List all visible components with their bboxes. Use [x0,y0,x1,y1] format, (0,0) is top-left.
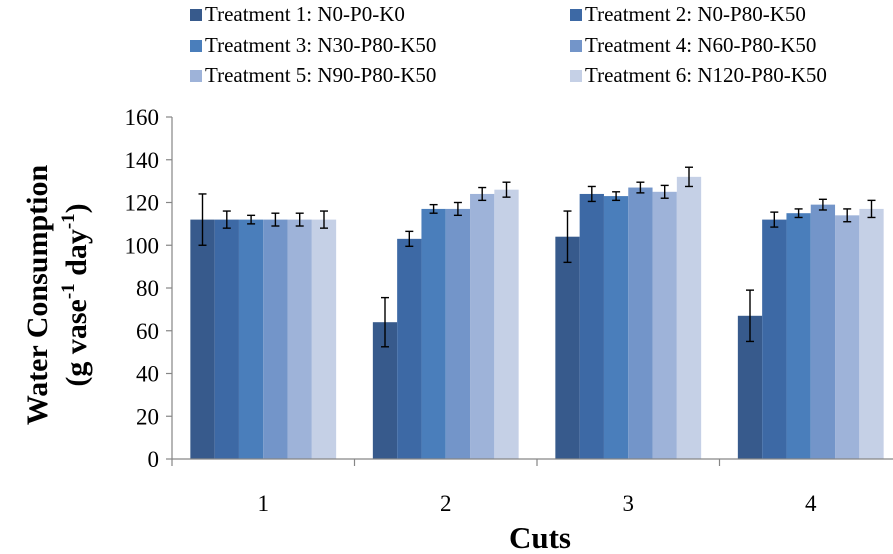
bar-series4-cut2 [445,208,471,459]
y-tick-label: 60 [136,319,159,344]
error-bars-layer [198,166,876,348]
legend-label-6: Treatment 6: N120-P80-K50 [585,63,827,87]
legend-label-4: Treatment 4: N60-P80-K50 [585,33,817,57]
y-ticks: 0 20 40 60 80 100 120 140 160 [125,105,172,472]
legend: Treatment 1: N0-P0-K0 Treatment 2: N0-P8… [0,0,893,100]
y-tick-label: 140 [125,148,160,173]
bar-series2-cut2 [397,238,422,459]
y-unit-suffix: ) [60,203,93,213]
legend-label-1: Treatment 1: N0-P0-K0 [205,2,405,26]
y-axis-units: (g vase-1 day-1) [58,203,93,386]
bar-series5-cut2 [470,193,495,459]
x-tick-label: 3 [623,491,635,516]
bar-series5-cut3 [652,191,677,459]
bar-series6-cut1 [311,219,337,459]
y-axis-title-line2: (g vase-1 day-1) [58,203,93,386]
y-axis-title-line1: Water Consumption [21,165,54,426]
legend-swatch-5 [190,69,202,82]
bar-series4-cut3 [628,187,653,459]
legend-swatch-2 [570,8,582,21]
y-tick-label: 0 [148,447,160,472]
bar-series3-cut3 [603,196,629,459]
bar-series4-cut4 [810,204,836,459]
legend-swatch-3 [190,39,202,52]
x-tick-label: 4 [805,491,817,516]
y-unit-mid: day [60,229,93,283]
legend-item-3: Treatment 3: N30-P80-K50 [190,33,436,58]
y-unit-prefix: (g vase [60,299,93,386]
bar-series5-cut4 [835,215,860,459]
y-tick-label: 100 [125,233,160,258]
legend-label-3: Treatment 3: N30-P80-K50 [205,33,437,57]
bar-series2-cut3 [579,193,604,459]
bar-series4-cut1 [263,219,288,459]
bar-series3-cut2 [421,208,446,459]
bar-series3-cut4 [786,213,811,459]
legend-item-2: Treatment 2: N0-P80-K50 [570,2,806,27]
bar-series1-cut3 [555,236,580,459]
bar-series6-cut4 [859,208,884,459]
legend-item-6: Treatment 6: N120-P80-K50 [570,63,827,88]
bar-series2-cut4 [762,219,787,459]
bar-series5-cut1 [287,219,312,459]
y-tick-label: 20 [136,404,159,429]
legend-item-4: Treatment 4: N60-P80-K50 [570,33,816,58]
y-unit-sup1: -1 [58,283,79,299]
legend-swatch-6 [570,69,582,82]
bar-series6-cut3 [676,176,702,459]
y-tick-label: 120 [125,191,160,216]
bar-series6-cut2 [494,189,519,460]
legend-swatch-1 [190,8,202,21]
x-tick-label: 1 [258,491,270,516]
x-tick-label: 2 [440,491,452,516]
y-tick-label: 160 [125,105,160,130]
x-axis-title: Cuts [509,520,571,554]
bar-series3-cut1 [238,219,264,459]
bar-series2-cut1 [214,219,239,459]
legend-label-2: Treatment 2: N0-P80-K50 [585,2,806,26]
x-ticks: 1 2 3 4 [171,459,817,516]
bar-series1-cut1 [190,219,215,459]
y-tick-label: 40 [136,362,159,387]
legend-item-1: Treatment 1: N0-P0-K0 [190,2,405,27]
y-tick-label: 80 [136,276,159,301]
y-unit-sup2: -1 [58,213,79,229]
y-axis-title: Water Consumption [21,165,54,426]
legend-swatch-4 [570,39,582,52]
legend-label-5: Treatment 5: N90-P80-K50 [205,63,437,87]
legend-item-5: Treatment 5: N90-P80-K50 [190,63,436,88]
bars-layer [190,176,884,460]
